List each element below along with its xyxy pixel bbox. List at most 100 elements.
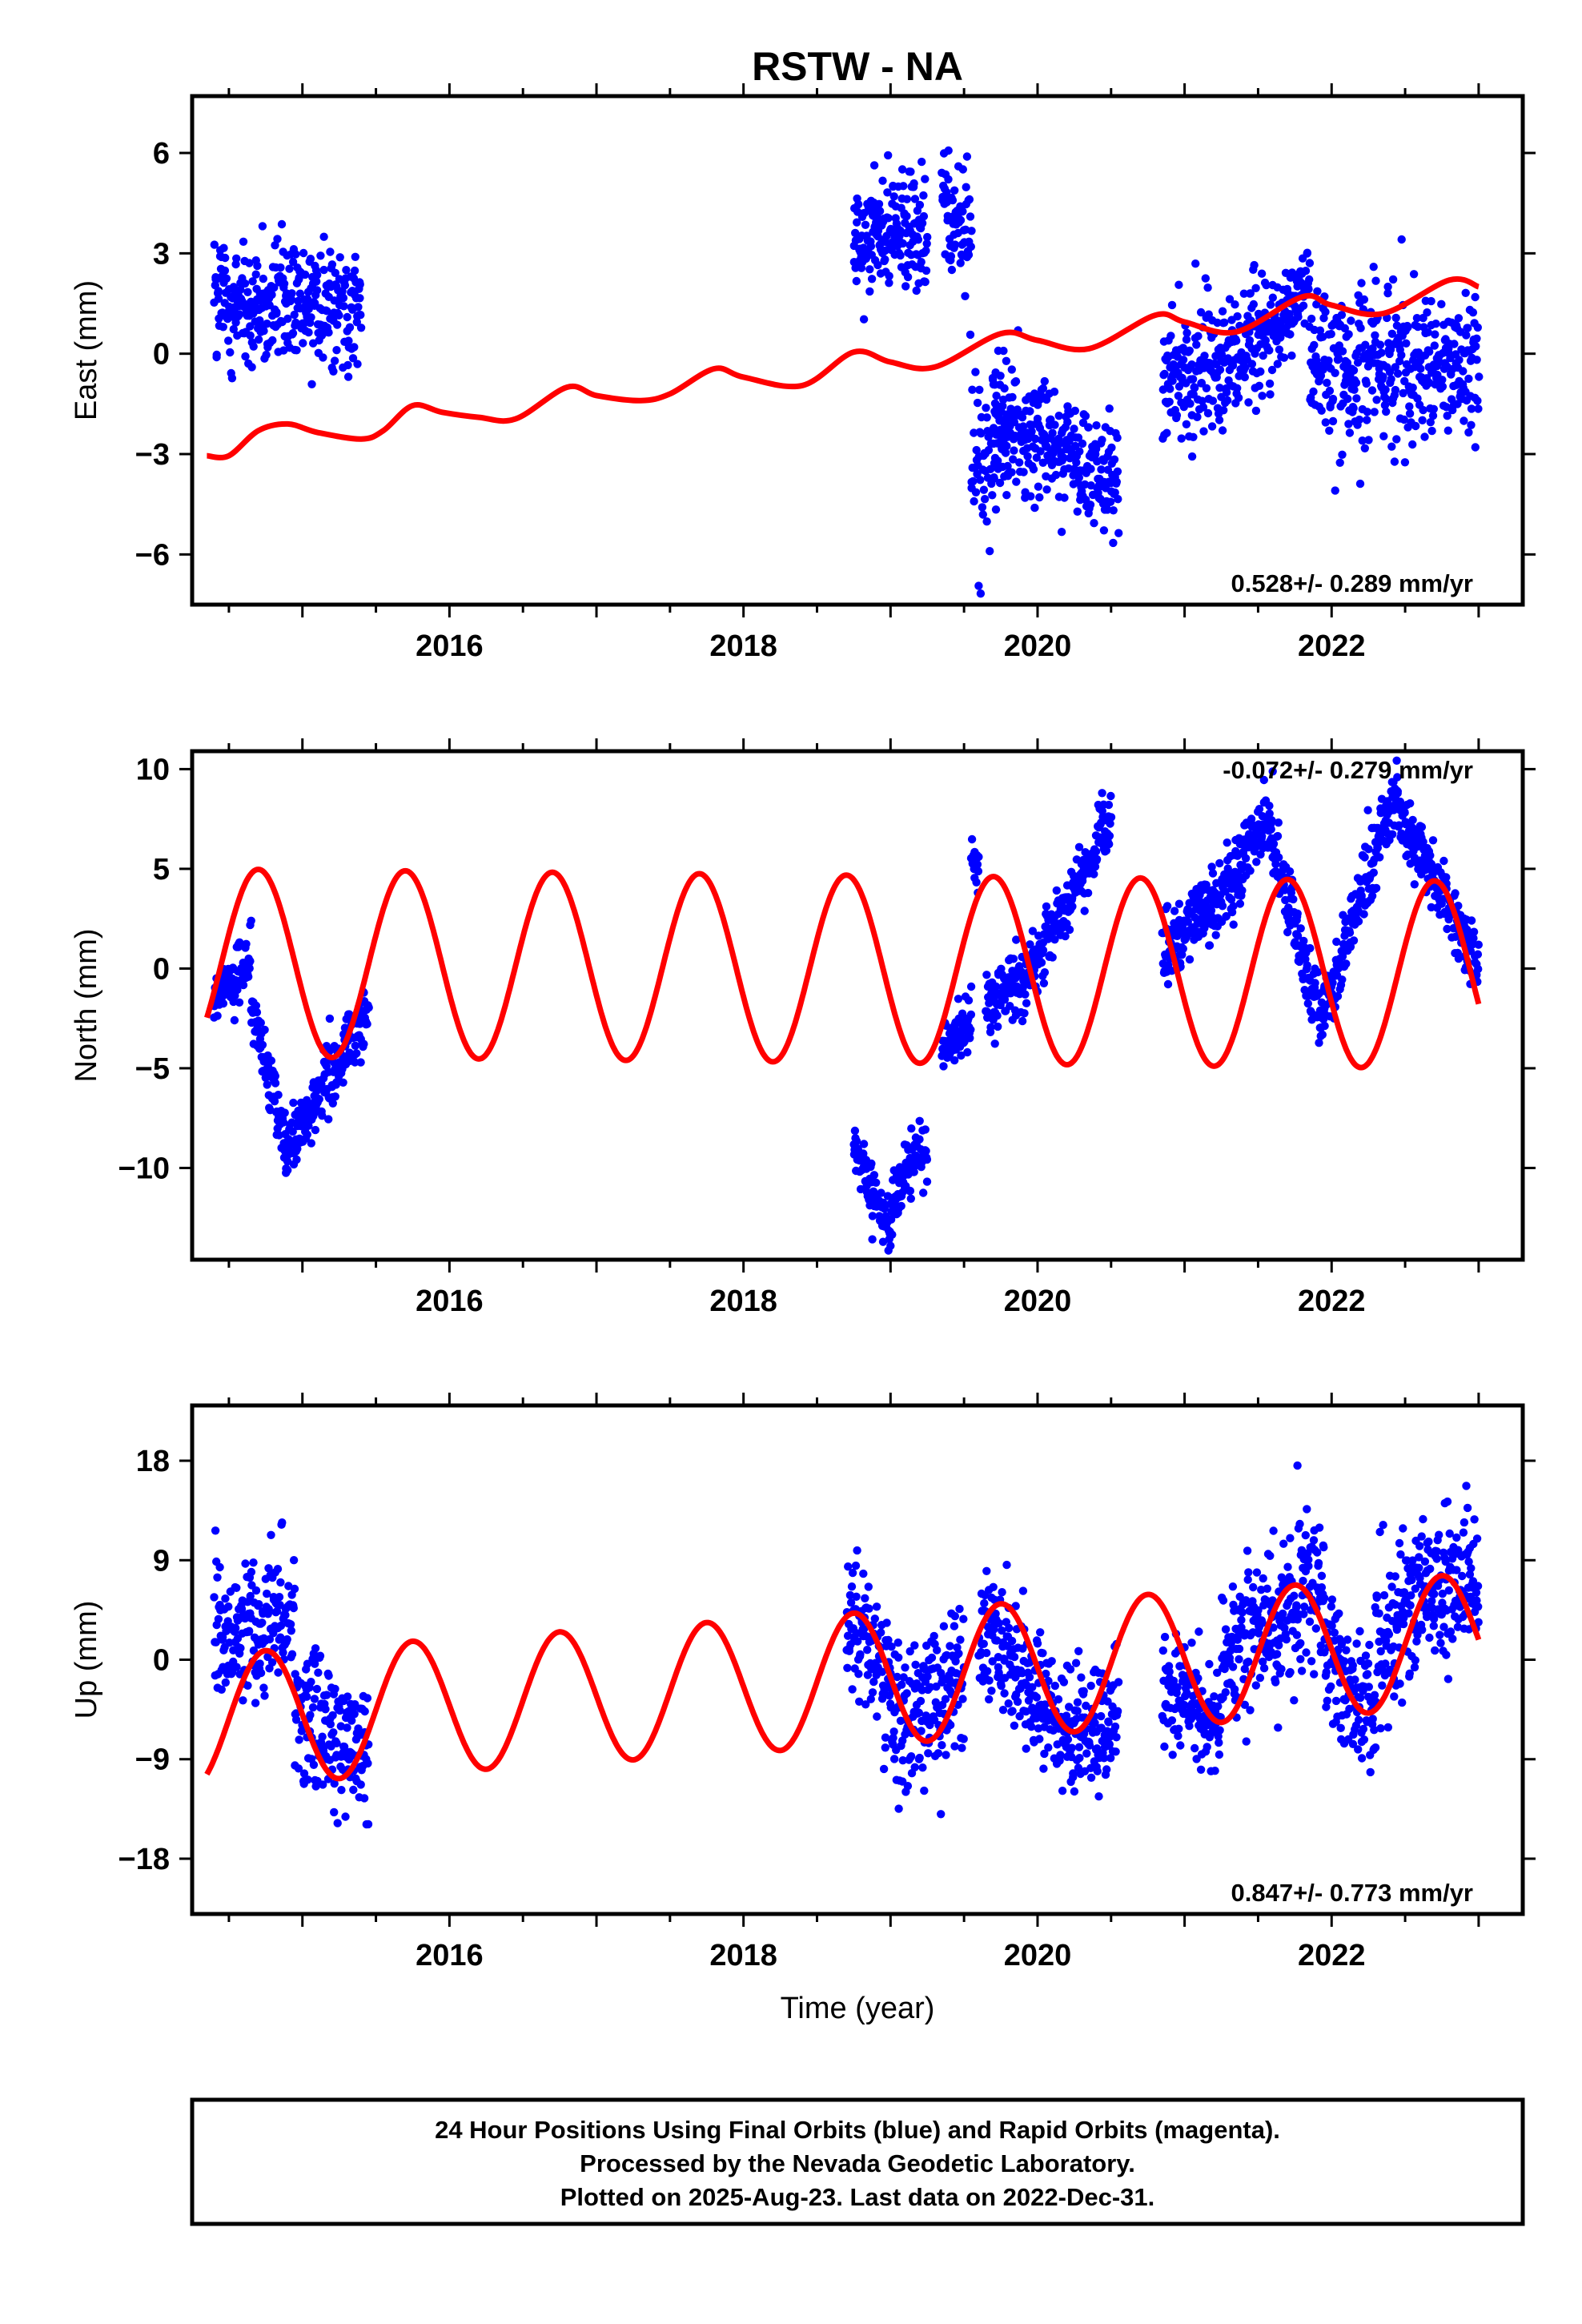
up-data-point: [363, 1819, 373, 1829]
east-data-point: [1418, 416, 1427, 424]
east-data-point: [285, 264, 294, 273]
up-data-point: [1007, 1636, 1017, 1646]
east-data-point: [978, 503, 987, 512]
east-data-point: [1334, 354, 1343, 363]
up-data-point: [1099, 1754, 1109, 1763]
east-data-point: [271, 241, 279, 250]
up-data-point: [1074, 1647, 1083, 1655]
up-data-point: [1427, 1597, 1436, 1606]
east-data-point: [1387, 329, 1397, 338]
east-data-point: [1360, 444, 1370, 452]
east-data-point: [1355, 479, 1365, 489]
up-data-point: [894, 1653, 903, 1662]
east-data-point: [915, 200, 925, 210]
east-data-point: [312, 277, 321, 286]
east-data-point: [290, 310, 299, 320]
east-data-point: [1313, 287, 1322, 296]
up-data-point: [247, 1567, 256, 1577]
north-data-point: [1367, 891, 1377, 901]
east-data-point: [345, 323, 355, 332]
east-data-point: [1249, 300, 1259, 309]
north-data-point: [1346, 943, 1355, 951]
east-data-point: [869, 204, 878, 213]
east-data-point: [1323, 378, 1331, 388]
east-data-point: [921, 266, 931, 275]
up-data-point: [894, 1804, 903, 1813]
north-data-point: [244, 972, 253, 981]
east-data-point: [340, 281, 350, 290]
up-data-point: [1221, 1625, 1231, 1634]
up-data-point: [907, 1752, 916, 1761]
up-data-point: [1452, 1566, 1461, 1574]
east-data-point: [1331, 486, 1339, 495]
up-data-point: [290, 1584, 299, 1594]
up-data-point: [1230, 1685, 1239, 1694]
north-data-point: [856, 1184, 865, 1194]
east-data-point: [299, 339, 307, 348]
up-data-point: [926, 1683, 935, 1691]
up-data-point: [990, 1625, 998, 1634]
east-data-point: [1188, 375, 1198, 384]
up-data-point: [326, 1719, 335, 1729]
east-data-point: [971, 368, 980, 376]
east-data-point: [921, 246, 930, 255]
north-x-tick-label: 2016: [416, 1285, 484, 1318]
north-data-point: [324, 1115, 333, 1124]
east-data-point: [885, 271, 893, 280]
up-data-point: [1357, 1754, 1367, 1763]
north-data-point: [1285, 867, 1295, 876]
up-data-point: [877, 1628, 885, 1637]
east-data-point: [1392, 321, 1402, 330]
up-data-point: [923, 1672, 932, 1681]
up-data-point: [1411, 1656, 1420, 1665]
north-data-point: [1052, 886, 1062, 895]
east-data-point: [1250, 260, 1259, 270]
east-data-point: [1241, 363, 1250, 372]
up-data-point: [1303, 1505, 1311, 1514]
north-data-point: [230, 1015, 239, 1025]
east-data-point: [851, 263, 860, 272]
east-data-point: [1007, 365, 1017, 374]
east-data-point: [245, 259, 254, 267]
up-data-point: [1259, 1657, 1267, 1667]
up-data-point: [1292, 1630, 1302, 1639]
east-data-point: [1383, 282, 1392, 292]
up-data-point: [1359, 1724, 1368, 1734]
east-data-point: [1030, 389, 1039, 398]
up-data-point: [350, 1710, 359, 1719]
north-data-point: [909, 1168, 918, 1176]
up-data-point: [959, 1735, 968, 1743]
up-data-point: [259, 1683, 268, 1692]
east-data-point: [1454, 314, 1464, 323]
north-y-tick-label: −5: [135, 1052, 170, 1086]
north-data-point: [1026, 940, 1034, 949]
up-data-point: [1160, 1742, 1169, 1751]
north-data-point: [1255, 805, 1264, 814]
east-data-point: [1215, 416, 1224, 424]
up-data-point: [1237, 1615, 1246, 1625]
north-data-point: [905, 1186, 915, 1196]
north-data-point: [993, 1011, 1002, 1020]
east-data-point: [1309, 387, 1318, 396]
up-data-point: [1386, 1665, 1395, 1675]
up-data-point: [321, 1705, 330, 1714]
up-data-point: [1272, 1650, 1282, 1659]
up-data-point: [211, 1638, 220, 1647]
east-data-point: [350, 266, 359, 275]
up-data-point: [310, 1695, 319, 1703]
east-x-tick-label: 2022: [1298, 629, 1366, 663]
east-data-point: [1459, 367, 1468, 376]
east-data-point: [1078, 439, 1087, 448]
east-data-point: [1200, 352, 1209, 360]
up-data-point: [1442, 1651, 1451, 1659]
north-data-point: [1238, 886, 1247, 895]
north-data-point: [1235, 899, 1245, 908]
north-data-point: [1205, 941, 1215, 950]
east-data-point: [1012, 477, 1021, 486]
up-data-point: [312, 1684, 322, 1694]
east-data-point: [1072, 458, 1081, 467]
north-data-point: [279, 1118, 288, 1127]
up-data-point: [939, 1622, 949, 1630]
north-data-point: [1105, 831, 1114, 841]
up-data-point: [881, 1733, 890, 1742]
